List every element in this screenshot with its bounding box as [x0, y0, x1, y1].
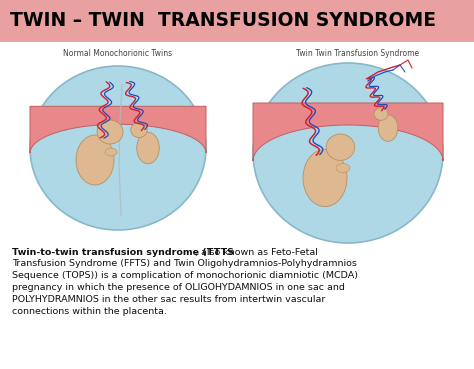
Text: TWIN – TWIN  TRANSFUSION SYNDROME: TWIN – TWIN TRANSFUSION SYNDROME [10, 11, 436, 31]
Polygon shape [253, 103, 443, 161]
FancyBboxPatch shape [0, 42, 474, 369]
Ellipse shape [131, 123, 147, 138]
Ellipse shape [374, 108, 388, 120]
Ellipse shape [378, 115, 398, 141]
Ellipse shape [97, 120, 123, 144]
Ellipse shape [76, 135, 114, 185]
Text: , also known as Feto-Fetal: , also known as Feto-Fetal [195, 248, 318, 257]
Text: Twin-to-twin transfusion syndrome (TTTS: Twin-to-twin transfusion syndrome (TTTS [12, 248, 234, 257]
Ellipse shape [336, 163, 350, 172]
Text: Normal Monochorionic Twins: Normal Monochorionic Twins [64, 48, 173, 58]
Ellipse shape [137, 132, 159, 164]
Polygon shape [30, 106, 206, 153]
Text: Transfusion Syndrome (FFTS) and Twin Oligohydramnios-Polyhydramnios
Sequence (TO: Transfusion Syndrome (FFTS) and Twin Oli… [12, 259, 358, 316]
Text: Twin Twin Transfusion Syndrome: Twin Twin Transfusion Syndrome [296, 48, 419, 58]
Ellipse shape [303, 149, 347, 207]
Ellipse shape [253, 63, 443, 243]
Ellipse shape [30, 66, 206, 230]
FancyBboxPatch shape [0, 0, 474, 42]
Ellipse shape [105, 148, 117, 156]
Ellipse shape [326, 134, 355, 161]
